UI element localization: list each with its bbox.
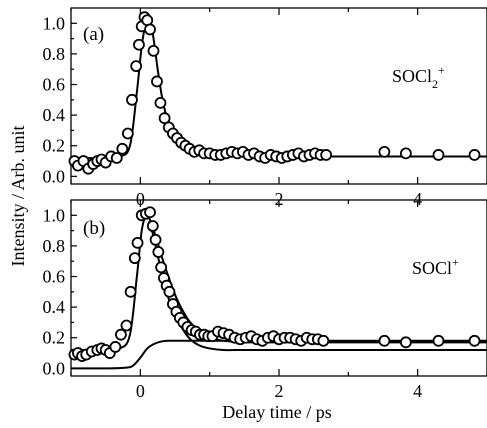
panel-b-data-point [149, 233, 162, 246]
panel-b-data-point [399, 336, 412, 349]
panel-b-y-tick-labels: 0.0 0.2 0.4 0.6 0.8 1.0 [43, 205, 66, 378]
panel-b-y-tick-label: 0.4 [43, 297, 66, 317]
panel-b-y-tick-label: 0.6 [43, 267, 66, 287]
panel-a-species-base: SOCl [392, 66, 432, 86]
panel-a-y-tick-label: 1.0 [43, 13, 66, 33]
panel-b-data-point [163, 285, 176, 298]
panel-a-fit-curve-1 [70, 18, 487, 160]
panel-a-data-point [468, 149, 481, 161]
panel-a-data-point [378, 145, 391, 158]
panel-a-y-tick-label: 0.4 [43, 105, 66, 125]
panel-b-data-point [468, 334, 481, 347]
panel-b-y-tick-label: 0.2 [43, 328, 66, 348]
panel-a-data-point [399, 147, 412, 160]
panel-a-species-label: SOCl2+ [392, 63, 445, 91]
panel-a-data-point [320, 149, 333, 161]
panel-b-data-point [124, 285, 137, 298]
panel-a-ticks [70, 8, 487, 184]
panel-a-data-point [151, 75, 163, 88]
panel-b-data-point [146, 220, 159, 232]
panel-a-y-tick-label: 0.6 [43, 75, 66, 95]
panel-a-data-point [147, 44, 160, 57]
panel-a-y-tick-label: 0.0 [43, 166, 66, 186]
panel-b-ticks [70, 200, 487, 376]
panel-b: 0.0 0.2 0.4 0.6 0.8 1.0 0 2 4 (b) SOCl+ [43, 199, 487, 401]
panel-b-x-tick-label: 0 [136, 381, 145, 401]
panel-b-data-point [120, 319, 133, 332]
panel-b-data-point [155, 261, 168, 274]
panel-b-data-point [128, 252, 141, 265]
panel-a-x-tick-label: 2 [275, 189, 284, 209]
panel-a-fit-curves [70, 18, 487, 160]
panel-a-x-tick-labels: 0 2 4 [136, 189, 422, 209]
panel-a-data-point [110, 152, 123, 164]
panel-b-y-tick-label: 0.8 [43, 236, 66, 256]
panel-a-label: (a) [83, 24, 104, 45]
panel-b-data-points [68, 206, 481, 363]
panel-b-x-tick-label: 4 [413, 381, 422, 401]
panel-b-species-base: SOCl [412, 258, 452, 278]
panel-a-data-point [144, 23, 156, 36]
panel-b-x-tick-labels: 0 2 4 [136, 381, 422, 401]
panel-b-y-tick-label: 1.0 [43, 205, 66, 225]
panel-b-data-point [109, 341, 122, 353]
panel-a-x-tick-label: 4 [413, 189, 422, 209]
panel-b-y-tick-label: 0.0 [43, 358, 66, 378]
panel-b-data-point [115, 328, 127, 341]
panel-b-data-point [144, 206, 156, 219]
panel-b-data-point [152, 246, 165, 258]
panel-b-x-tick-label: 2 [275, 381, 284, 401]
panel-a-data-point [116, 142, 129, 155]
panel-a-data-points [68, 11, 481, 175]
panel-a-data-point [130, 60, 143, 73]
panel-b-label: (b) [83, 218, 105, 239]
panel-b-fit-curve-1 [70, 213, 487, 352]
panel-a-data-point [154, 96, 167, 109]
panel-b-data-point [378, 334, 391, 347]
panel-a-species-sub: 2 [432, 77, 438, 91]
x-axis-title: Delay time / ps [222, 402, 331, 422]
panel-a-species-sup: + [438, 63, 445, 77]
panel-b-data-point [432, 334, 445, 347]
panel-a-y-tick-label: 0.8 [43, 44, 66, 64]
panel-a-data-point [126, 93, 138, 106]
y-axis-title: Intensity / Arb. unit [8, 126, 28, 267]
panel-b-species-label: SOCl+ [412, 255, 459, 278]
panel-a-data-point [121, 127, 134, 140]
panel-b-data-point [317, 334, 330, 347]
panel-b-species-sup: + [452, 255, 459, 269]
panel-a-data-point [432, 149, 445, 161]
panel-a-data-point [133, 38, 145, 51]
panel-a-x-tick-label: 0 [136, 189, 145, 209]
panel-a-y-tick-label: 0.2 [43, 136, 66, 156]
panel-a-y-tick-labels: 0.0 0.2 0.4 0.6 0.8 1.0 [43, 13, 66, 186]
panel-b-data-point [131, 236, 144, 249]
